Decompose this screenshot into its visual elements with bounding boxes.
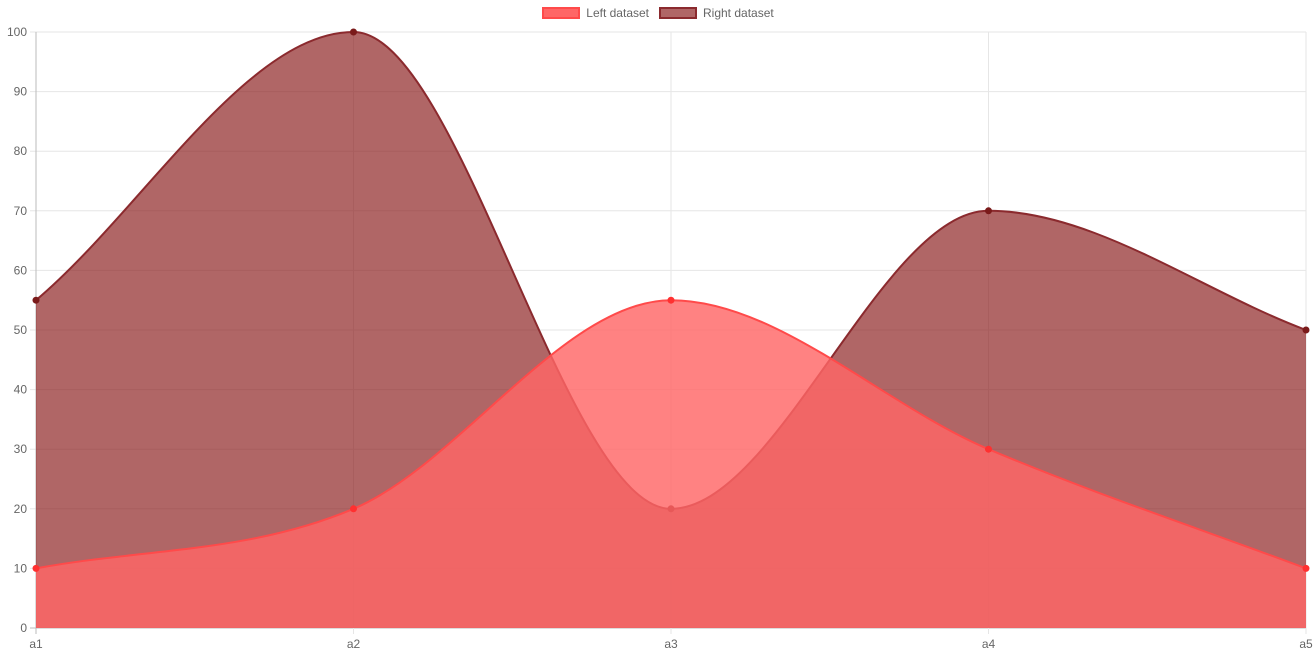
legend-label-left-dataset: Left dataset: [586, 6, 649, 20]
data-point-left-dataset[interactable]: [667, 296, 675, 304]
data-point-right-dataset[interactable]: [350, 28, 357, 36]
x-tick-label: a5: [1299, 637, 1313, 651]
y-tick-label: 0: [20, 621, 27, 635]
x-tick-label: a3: [664, 637, 678, 651]
data-point-right-dataset[interactable]: [1302, 326, 1310, 334]
data-point-left-dataset[interactable]: [32, 564, 40, 572]
legend-swatch-left-dataset: [542, 7, 581, 19]
series-layer: [32, 28, 1310, 628]
data-point-right-dataset[interactable]: [985, 207, 992, 215]
y-tick-label: 10: [14, 561, 28, 575]
legend-item-right-dataset[interactable]: Right dataset: [659, 6, 774, 20]
y-tick-label: 80: [14, 144, 28, 158]
y-tick-label: 100: [7, 25, 27, 39]
data-point-left-dataset[interactable]: [1302, 564, 1310, 572]
y-tick-label: 90: [14, 85, 28, 99]
series-area-left-dataset: [36, 300, 1306, 628]
y-tick-label: 70: [14, 204, 28, 218]
legend-label-right-dataset: Right dataset: [703, 6, 774, 20]
data-point-left-dataset[interactable]: [985, 445, 992, 453]
y-tick-label: 40: [14, 383, 28, 397]
y-tick-label: 30: [14, 442, 28, 456]
x-tick-label: a1: [29, 637, 43, 651]
legend: Left dataset Right dataset: [0, 6, 1316, 20]
y-tick-label: 20: [14, 502, 28, 516]
legend-item-left-dataset[interactable]: Left dataset: [542, 6, 649, 20]
axis-labels: 0 10 20 30 40 50 60 70 80 90 100 a1 a2 a3 a4 a5: [7, 25, 1313, 651]
y-tick-label: 50: [14, 323, 28, 337]
data-point-left-dataset[interactable]: [350, 505, 357, 513]
x-tick-label: a2: [347, 637, 361, 651]
x-tick-label: a4: [982, 637, 996, 651]
data-point-right-dataset[interactable]: [32, 296, 40, 304]
y-tick-label: 60: [14, 263, 28, 277]
legend-swatch-right-dataset: [659, 7, 697, 19]
